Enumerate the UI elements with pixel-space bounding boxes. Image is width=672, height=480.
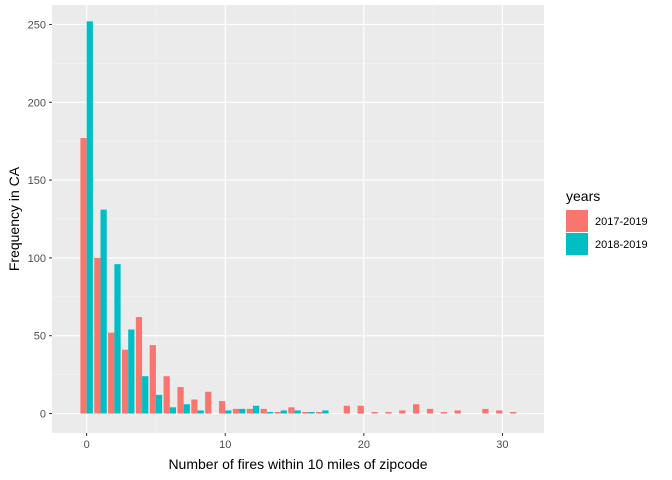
bar-2018-2019-x13 <box>266 411 274 414</box>
bar-2017-2019-x6 <box>163 376 170 414</box>
bar-2018-2019-x10 <box>225 410 232 414</box>
bar-2017-2019-x20 <box>357 405 364 414</box>
bar-2017-2019-x3 <box>121 349 129 414</box>
bar-2018-2019-x1 <box>100 209 107 414</box>
bar-2017-2019-x24 <box>413 404 420 414</box>
bar-2018-2019-x16 <box>308 411 315 414</box>
x-tick-label: 20 <box>358 439 370 451</box>
bar-2018-2019-x2 <box>114 264 121 414</box>
bar-2018-2019-x7 <box>183 404 190 414</box>
bar-2017-2019-x29 <box>482 408 489 414</box>
bar-2018-2019-x14 <box>280 410 287 414</box>
legend-title: years <box>566 188 600 204</box>
bar-2017-2019-x23 <box>399 410 406 414</box>
bars <box>80 21 517 414</box>
bar-2017-2019-x10 <box>219 401 226 414</box>
bar-2017-2019-x31 <box>510 411 517 414</box>
legend-key-2018-2019 <box>566 233 588 255</box>
y-tick-label: 150 <box>28 175 46 187</box>
bar-2017-2019-x26 <box>440 411 447 414</box>
bar-2017-2019-x14 <box>274 411 281 414</box>
y-tick-label: 200 <box>28 97 46 109</box>
bar-2018-2019-x4 <box>142 376 149 414</box>
bar-2018-2019-x17 <box>322 410 329 414</box>
bar-2017-2019-x5 <box>149 345 156 414</box>
bar-2018-2019-x6 <box>169 407 177 414</box>
bar-2017-2019-x15 <box>288 407 295 414</box>
x-tick-label: 10 <box>219 439 231 451</box>
bar-2018-2019-x5 <box>155 394 163 414</box>
bar-2018-2019-x15 <box>294 410 301 414</box>
bar-2017-2019-x22 <box>385 411 392 414</box>
legend-key-2017-2019 <box>566 210 588 232</box>
x-tick-label: 30 <box>496 439 508 451</box>
bar-2017-2019-x12 <box>246 408 253 414</box>
bar-2017-2019-x1 <box>94 257 101 414</box>
y-tick-label: 50 <box>34 331 46 343</box>
x-axis-title: Number of fires within 10 miles of zipco… <box>168 456 427 472</box>
bar-2017-2019-x11 <box>232 408 240 414</box>
bar-2017-2019-x4 <box>135 317 143 414</box>
x-tick-label: 0 <box>84 439 90 451</box>
y-tick-label: 100 <box>28 253 46 265</box>
bar-2018-2019-x0 <box>86 21 93 414</box>
legend: years 2017-2019 2018-2019 <box>566 188 648 255</box>
bar-2017-2019-x19 <box>343 405 350 414</box>
bar-2017-2019-x7 <box>177 387 184 414</box>
bar-2018-2019-x11 <box>239 408 246 414</box>
x-axis: 0 10 20 30 <box>84 433 509 451</box>
bar-2018-2019-x8 <box>197 410 204 414</box>
legend-label-2018-2019: 2018-2019 <box>595 239 648 251</box>
bar-2018-2019-x3 <box>128 329 135 414</box>
bar-2017-2019-x2 <box>108 332 115 414</box>
bar-2017-2019-x13 <box>260 408 267 414</box>
bar-2017-2019-x9 <box>205 391 212 414</box>
y-axis: 0 50 100 150 200 250 <box>28 19 52 421</box>
y-axis-title: Frequency in CA <box>6 166 22 271</box>
y-tick-label: 0 <box>40 409 46 421</box>
legend-label-2017-2019: 2017-2019 <box>595 216 648 228</box>
bar-2017-2019-x21 <box>371 411 378 414</box>
bar-2017-2019-x25 <box>426 408 434 414</box>
bar-2017-2019-x16 <box>302 411 309 414</box>
bar-2017-2019-x30 <box>496 410 503 414</box>
bar-2017-2019-x0 <box>80 138 87 414</box>
bar-2017-2019-x27 <box>454 410 461 414</box>
y-tick-label: 250 <box>28 19 46 31</box>
bar-2017-2019-x17 <box>316 411 323 414</box>
bar-2018-2019-x12 <box>252 405 260 414</box>
bar-2017-2019-x8 <box>191 399 198 414</box>
